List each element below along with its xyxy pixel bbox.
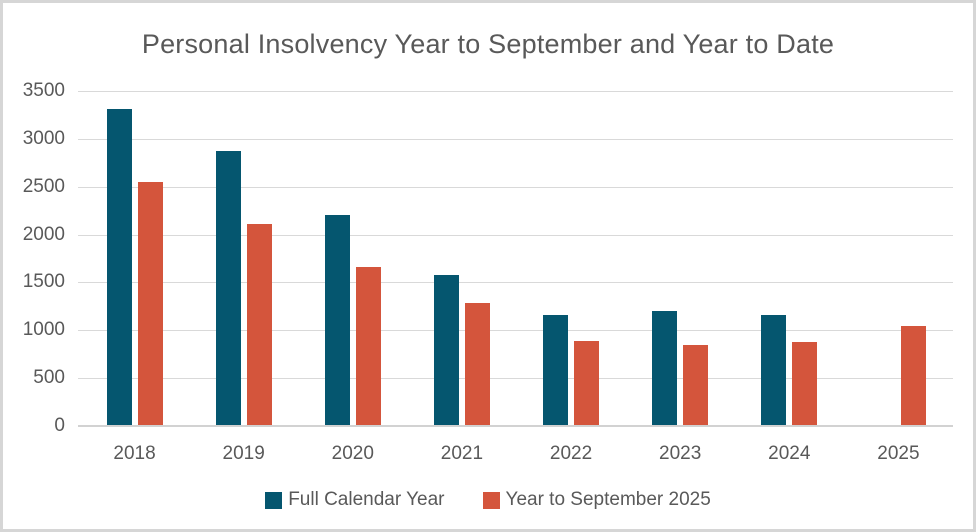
- gridline-3500: [78, 91, 953, 92]
- bar-year-to-september-2025-2018: [137, 182, 163, 425]
- x-tick-label-2020: 2020: [331, 443, 374, 464]
- x-tick-label-2024: 2024: [768, 443, 811, 464]
- bar-group-2019: [189, 90, 298, 425]
- bar-year-to-september-2025-2021: [464, 303, 490, 425]
- chart-title: Personal Insolvency Year to September an…: [141, 29, 835, 59]
- bar-full-calendar-year-2024: [761, 315, 787, 425]
- bar-full-calendar-year-2020: [324, 215, 350, 425]
- y-tick-label-0: 0: [54, 415, 65, 436]
- bar-full-calendar-year-2022: [543, 315, 569, 425]
- legend-item-year-to-september-2025: Year to September 2025: [482, 489, 711, 511]
- bar-year-to-september-2025-2024: [792, 342, 818, 425]
- x-axis: 2018 2019 2020 2021 2022 2023 2024 2025: [80, 443, 953, 465]
- bar-full-calendar-year-2021: [433, 275, 459, 425]
- x-tick-label-2025: 2025: [877, 443, 920, 464]
- gridline-2500: [78, 186, 953, 188]
- bar-year-to-september-2025-2019: [246, 224, 272, 425]
- bar-group-2022: [517, 90, 626, 425]
- gridline-1500: [78, 282, 953, 284]
- gridline-3000: [78, 138, 953, 140]
- y-tick-label-500: 500: [33, 367, 65, 389]
- y-tick-label-2000: 2000: [22, 223, 65, 245]
- y-tick-label-1000: 1000: [22, 319, 65, 341]
- bar-group-2020: [298, 90, 407, 425]
- bar-group-2024: [735, 90, 844, 425]
- y-tick-label-3500: 3500: [22, 80, 65, 101]
- bar-year-to-september-2025-2025: [901, 326, 927, 425]
- legend: Full Calendar Year Year to September 2025: [3, 489, 973, 511]
- legend-label: Full Calendar Year: [288, 489, 445, 510]
- plot-area: [78, 90, 953, 427]
- bar-group-2023: [626, 90, 735, 425]
- legend-item-full-calendar-year: Full Calendar Year: [265, 489, 445, 511]
- bar-full-calendar-year-2018: [106, 109, 132, 425]
- x-tick-label-2019: 2019: [222, 443, 265, 464]
- bar-group-2018: [80, 90, 189, 425]
- bar-group-2021: [407, 90, 516, 425]
- gridline-1000: [78, 330, 953, 332]
- y-tick-label-1500: 1500: [22, 271, 65, 293]
- gridline-500: [78, 378, 953, 380]
- y-tick-label-2500: 2500: [22, 175, 65, 197]
- bar-year-to-september-2025-2020: [355, 267, 381, 425]
- bar-full-calendar-year-2019: [215, 151, 241, 425]
- x-tick-label-2022: 2022: [549, 443, 593, 464]
- y-tick-label-3000: 3000: [22, 127, 65, 149]
- legend-swatch-icon: [482, 491, 500, 509]
- x-tick-label-2018: 2018: [113, 443, 156, 464]
- x-tick-label-2023: 2023: [659, 443, 702, 464]
- bar-group-2025: [844, 90, 953, 425]
- bars-row: [80, 90, 953, 425]
- legend-swatch-icon: [265, 491, 283, 509]
- legend-label: Year to September 2025: [505, 489, 711, 510]
- bar-year-to-september-2025-2023: [683, 345, 709, 425]
- x-tick-label-2021: 2021: [440, 443, 484, 464]
- gridline-2000: [78, 234, 953, 236]
- bar-full-calendar-year-2023: [652, 311, 678, 425]
- gridline-0: [78, 425, 953, 427]
- bar-year-to-september-2025-2022: [574, 341, 600, 425]
